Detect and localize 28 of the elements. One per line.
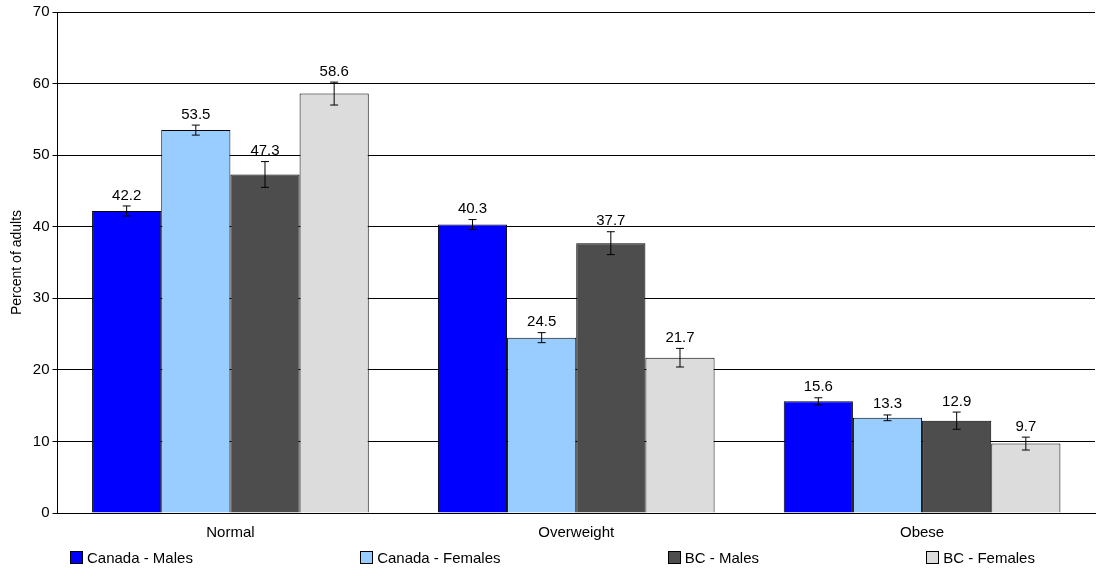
legend-label: BC - Males — [684, 549, 760, 566]
data-label: 21.7 — [665, 328, 695, 346]
x-tick-label: Overweight — [538, 523, 615, 541]
y-tick-label: 30 — [32, 288, 50, 306]
data-label: 37.7 — [596, 211, 626, 229]
data-label: 13.3 — [872, 394, 903, 412]
legend-label: Canada - Females — [377, 549, 501, 566]
data-label: 24.5 — [527, 312, 557, 330]
legend-label: Canada - Males — [87, 549, 193, 566]
data-label: 9.7 — [1015, 416, 1037, 434]
data-label: 47.3 — [250, 141, 280, 159]
y-axis-title: Percent of adults — [8, 209, 25, 316]
legend-label: BC - Females — [943, 549, 1035, 566]
data-label: 42.2 — [112, 185, 142, 203]
y-tick-label: 0 — [41, 503, 50, 521]
data-label: 53.5 — [181, 104, 211, 122]
y-tick-label: 60 — [32, 73, 50, 91]
y-tick-label: 70 — [32, 2, 50, 20]
y-tick-label: 10 — [32, 431, 50, 449]
x-tick-label: Obese — [899, 523, 945, 541]
y-tick-label: 50 — [32, 145, 50, 163]
y-tick-label: 40 — [32, 216, 50, 234]
data-label: 40.3 — [457, 199, 488, 217]
data-label: 12.9 — [942, 391, 972, 409]
data-label: 15.6 — [803, 377, 833, 395]
x-tick-label: Normal — [206, 523, 255, 541]
y-tick-label: 20 — [32, 360, 50, 377]
data-label: 58.6 — [319, 61, 349, 79]
